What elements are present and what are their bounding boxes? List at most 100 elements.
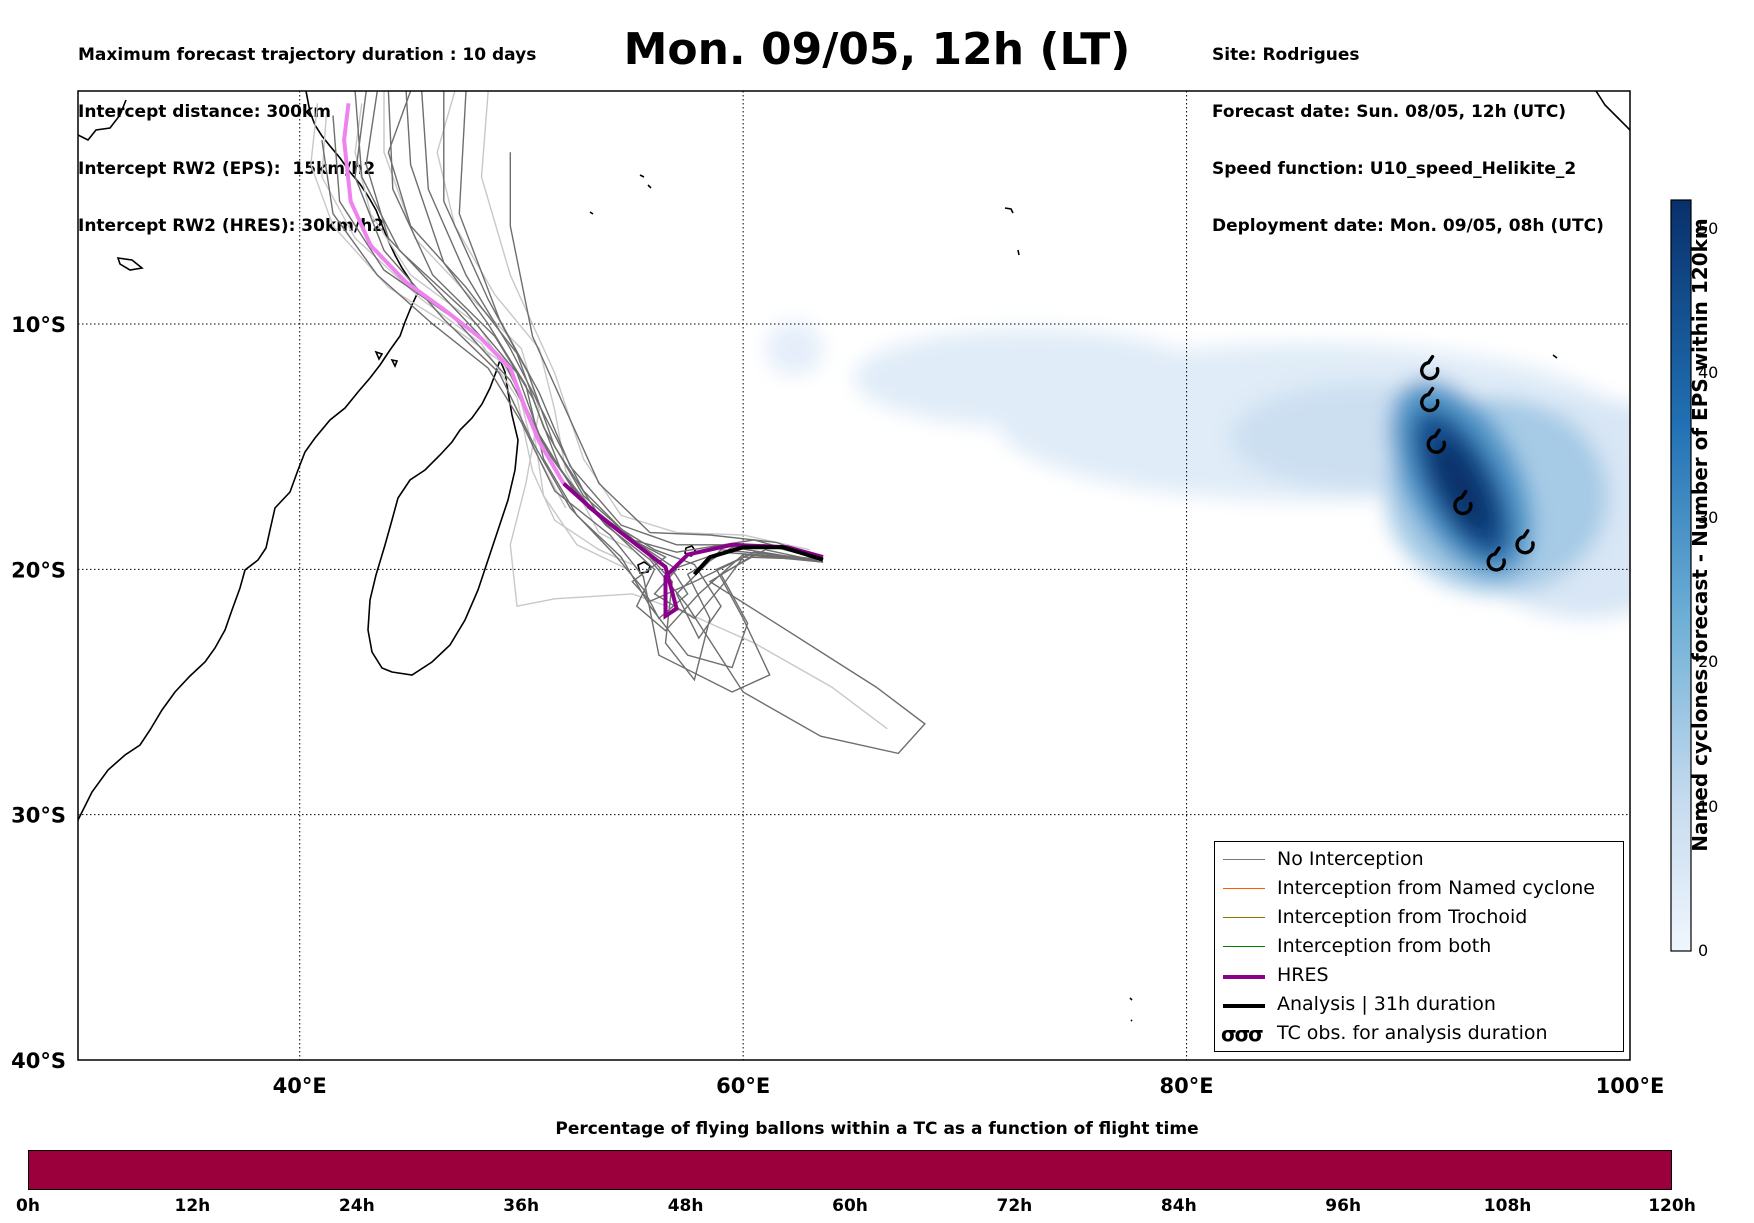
flight-time-tick-label: 84h [1160, 1196, 1197, 1216]
eps-track [458, 91, 824, 561]
legend-label: Interception from Named cyclone [1277, 877, 1595, 899]
y-tick-label: 30°S [11, 804, 66, 828]
x-tick-label: 40°E [273, 1074, 327, 1098]
eps-track [443, 91, 824, 640]
header-right-line: Deployment date: Mon. 09/05, 08h (UTC) [1212, 216, 1604, 236]
arabia-somalia-coastline [78, 99, 127, 142]
colorbar [1670, 199, 1692, 952]
eps-track [421, 91, 824, 561]
colorbar-label: Named cyclones forecast - Number of EPS … [1688, 218, 1712, 852]
eps-track-light [383, 91, 888, 730]
density-cell [854, 328, 1209, 428]
legend-item: Interception from both [1215, 933, 1623, 961]
legend-swatch [1223, 888, 1265, 889]
eps-track [387, 91, 926, 755]
colorbar-tick-label: 30 [1698, 507, 1719, 527]
flight-time-tick-label: 12h [174, 1196, 211, 1216]
eps-track [354, 91, 824, 620]
legend-label: Analysis | 31h duration [1277, 993, 1496, 1015]
legend-label: Interception from Trochoid [1277, 906, 1528, 928]
density-cell [1430, 437, 1493, 535]
colorbar-tick-label: 0 [1698, 941, 1709, 960]
eps-tracks-no-interception [321, 91, 926, 755]
tc-obs-arc [1426, 428, 1447, 454]
legend-item: Interception from Trochoid [1215, 904, 1623, 932]
legend-swatch [1223, 975, 1265, 979]
legend-swatch [1223, 917, 1265, 918]
eps-track [509, 152, 824, 561]
legend-swatch [1223, 1004, 1265, 1008]
tc-obs-arc [1515, 529, 1535, 555]
flight-time-tick-label: 108h [1483, 1196, 1532, 1216]
y-tick-label: 10°S [11, 313, 66, 337]
tc-obs-arc [1453, 489, 1473, 516]
flight-time-tick-label: 0h [16, 1196, 40, 1216]
analysis-track [692, 545, 824, 576]
header-left-line: Intercept RW2 (EPS): 15km/h2 [78, 159, 376, 179]
y-tick-label: 40°S [11, 1049, 66, 1073]
eps-track [387, 91, 824, 620]
flight-time-tick-label: 60h [832, 1196, 868, 1216]
eps-track-light [480, 91, 810, 551]
hres-track-early [342, 103, 566, 485]
header-right-info: Site: Rodrigues Forecast date: Sun. 08/0… [1212, 8, 1604, 255]
tc-observations [1420, 355, 1535, 572]
island-amsterdam [1129, 997, 1133, 1022]
header-left-line: Intercept distance: 300km [78, 102, 331, 122]
header-right-line: Forecast date: Sun. 08/05, 12h (UTC) [1212, 102, 1567, 122]
analysis-track-layer [692, 545, 824, 576]
flight-time-tick-label: 36h [503, 1196, 540, 1216]
plot-frame [77, 90, 1631, 1061]
coastlines [78, 91, 1630, 1022]
island-socotra [116, 257, 144, 271]
header-right-line: Site: Rodrigues [1212, 45, 1360, 65]
island-cocos [1552, 354, 1558, 359]
bottom-bar-title: Percentage of flying ballons within a TC… [555, 1119, 1199, 1139]
eps-density-field [765, 321, 1630, 619]
legend-item: σσσ TC obs. for analysis duration [1215, 1020, 1623, 1048]
header-right-line: Speed function: U10_speed_Helikite_2 [1212, 159, 1577, 179]
sumatra-coastline [1595, 91, 1630, 131]
flight-time-tick-label: 24h [338, 1196, 375, 1216]
madagascar-coastline [367, 357, 519, 676]
eps-track-light [310, 103, 629, 571]
legend-item: Interception from Named cyclone [1215, 875, 1623, 903]
eps-tracks-light [310, 91, 888, 730]
tc-obs-arc [1420, 386, 1440, 413]
colorbar-tick-label: 20 [1698, 652, 1719, 672]
x-tick-label: 100°E [1596, 1074, 1665, 1098]
x-tick-label: 80°E [1160, 1074, 1214, 1098]
eps-track [365, 91, 824, 632]
colorbar-tick-label: 50 [1698, 218, 1719, 238]
legend-label: TC obs. for analysis duration [1277, 1022, 1548, 1044]
legend-swatch [1223, 859, 1265, 860]
legend-label: HRES [1277, 964, 1329, 986]
africa-coastline [78, 91, 419, 821]
tc-obs-symbol [1453, 489, 1473, 516]
flight-time-tick-label: 48h [667, 1196, 704, 1216]
gridlines [78, 91, 1630, 1060]
axis-tick-labels: 40°E 60°E 80°E 100°E 10°S 20°S 30°S 40°S [11, 313, 1664, 1098]
x-tick-label: 60°E [716, 1074, 770, 1098]
tc-obs-arc [1486, 546, 1506, 572]
colorbar-tick-label: 10 [1698, 796, 1719, 816]
flight-time-tick-label: 72h [996, 1196, 1033, 1216]
legend-label: No Interception [1277, 848, 1424, 870]
island-seychelles [589, 174, 652, 215]
eps-track [332, 115, 824, 603]
chart-title: Mon. 09/05, 12h (LT) [623, 24, 1131, 75]
tc-obs-symbol [1515, 529, 1535, 555]
flight-time-bar [28, 1150, 1672, 1190]
legend: No Interception Interception from Named c… [1214, 841, 1624, 1052]
flight-time-tick-label: 96h [1325, 1196, 1362, 1216]
legend-item: No Interception [1215, 846, 1623, 874]
eps-track-light [321, 115, 633, 566]
eps-track [321, 139, 824, 693]
tc-obs-arc [1420, 355, 1440, 381]
eps-track [354, 91, 824, 682]
legend-item: Analysis | 31h duration [1215, 991, 1623, 1019]
header-left-line: Maximum forecast trajectory duration : 1… [78, 45, 537, 65]
tc-obs-symbol [1486, 546, 1506, 572]
legend-symbol: σσσ [1221, 1022, 1264, 1046]
